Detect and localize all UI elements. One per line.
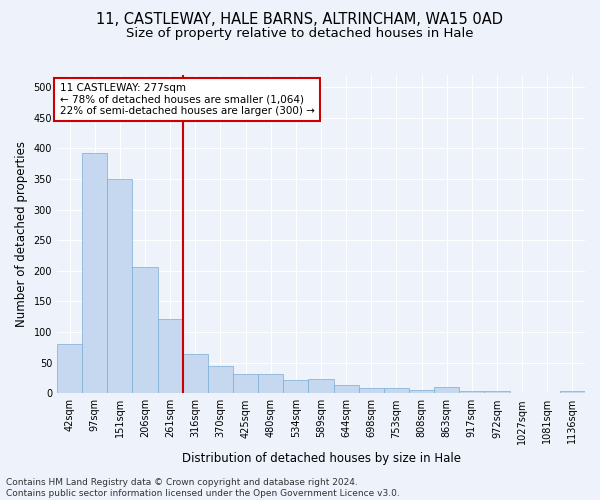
- Bar: [82, 152, 107, 394]
- Text: Contains HM Land Registry data © Crown copyright and database right 2024.
Contai: Contains HM Land Registry data © Crown c…: [6, 478, 400, 498]
- Bar: [409, 390, 434, 394]
- Bar: [509, 392, 535, 394]
- Text: Size of property relative to detached houses in Hale: Size of property relative to detached ho…: [126, 28, 474, 40]
- Bar: [283, 380, 308, 394]
- Y-axis label: Number of detached properties: Number of detached properties: [15, 141, 28, 327]
- Text: 11 CASTLEWAY: 277sqm
← 78% of detached houses are smaller (1,064)
22% of semi-de: 11 CASTLEWAY: 277sqm ← 78% of detached h…: [59, 83, 314, 116]
- Bar: [334, 384, 359, 394]
- X-axis label: Distribution of detached houses by size in Hale: Distribution of detached houses by size …: [182, 452, 461, 465]
- Bar: [107, 179, 133, 394]
- Bar: [308, 378, 334, 394]
- Bar: [459, 392, 484, 394]
- Bar: [484, 391, 509, 394]
- Bar: [535, 392, 560, 394]
- Bar: [434, 387, 459, 394]
- Bar: [183, 354, 208, 394]
- Bar: [57, 344, 82, 394]
- Bar: [233, 374, 258, 394]
- Bar: [133, 267, 158, 394]
- Text: 11, CASTLEWAY, HALE BARNS, ALTRINCHAM, WA15 0AD: 11, CASTLEWAY, HALE BARNS, ALTRINCHAM, W…: [97, 12, 503, 28]
- Bar: [359, 388, 384, 394]
- Bar: [258, 374, 283, 394]
- Bar: [560, 391, 585, 394]
- Bar: [158, 318, 183, 394]
- Bar: [384, 388, 409, 394]
- Bar: [208, 366, 233, 394]
